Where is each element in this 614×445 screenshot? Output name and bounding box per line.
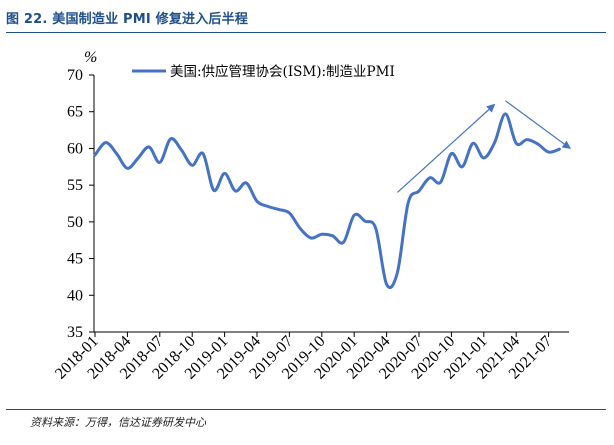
- y-tick-label: 40: [67, 287, 83, 304]
- y-axis: 35 40 45 50 55 60 65 70: [67, 67, 95, 341]
- y-tick-label: 70: [67, 67, 83, 84]
- legend: 美国:供应管理协会(ISM):制造业PMI: [132, 63, 395, 80]
- trend-arrow-up: [396, 103, 496, 193]
- legend-label: 美国:供应管理协会(ISM):制造业PMI: [170, 63, 395, 80]
- annotation-layer: [396, 100, 571, 193]
- series-layer: [93, 112, 561, 289]
- bottom-divider: [6, 409, 606, 410]
- top-divider: [6, 32, 606, 33]
- y-tick-label: 60: [67, 140, 83, 157]
- source-note: 资料来源：万得，信达证券研发中心: [30, 416, 206, 429]
- y-tick-label: 65: [67, 104, 83, 121]
- trend-arrow-down: [505, 100, 571, 149]
- y-tick-label: 50: [67, 214, 83, 231]
- figure-title: 图 22. 美国制造业 PMI 修复进入后半程: [6, 12, 249, 27]
- series-line-ism-pmi: [93, 112, 561, 289]
- y-axis-unit: %: [84, 49, 97, 66]
- x-axis: 2018-012018-042018-072018-102019-012019-…: [52, 331, 569, 383]
- y-tick-label: 55: [67, 177, 83, 194]
- y-tick-label: 35: [67, 324, 83, 341]
- y-tick-label: 45: [67, 251, 83, 268]
